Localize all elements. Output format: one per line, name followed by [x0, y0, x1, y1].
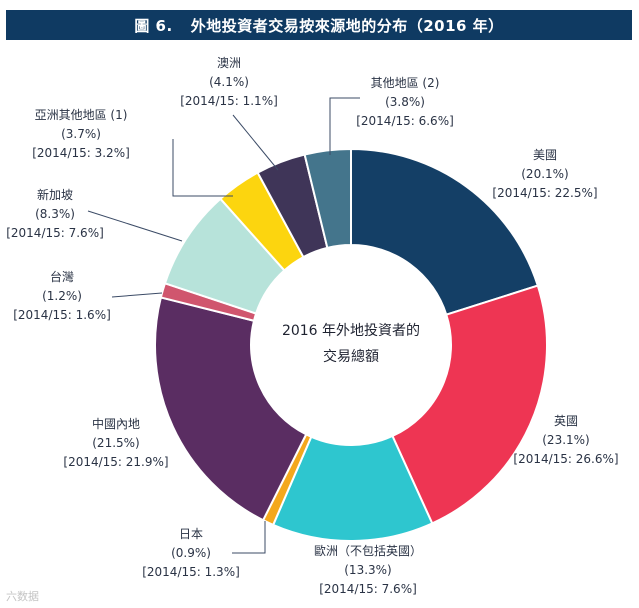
leader-other-regions [329, 97, 360, 155]
center-label-line2: 交易總額 [323, 349, 379, 365]
slice-other-regions [303, 147, 352, 250]
label-europe: 歐洲（不包括英國） (13.3%) [2014/15: 7.6%] [293, 542, 443, 599]
label-taiwan-prev: [2014/15: 1.6%] [13, 308, 111, 322]
leader-japan [232, 521, 266, 554]
label-japan-prev: [2014/15: 1.3%] [142, 565, 240, 579]
label-us-prev: [2014/15: 22.5%] [492, 186, 598, 200]
label-other-asia-value: (3.7%) [61, 127, 101, 141]
label-japan-name: 日本 [178, 527, 203, 541]
label-us: 美國 (20.1%) [2014/15: 22.5%] [470, 146, 620, 203]
label-europe-name: 歐洲（不包括英國） [313, 544, 422, 558]
label-mainland-china-prev: [2014/15: 21.9%] [63, 455, 169, 469]
label-other-asia-prev: [2014/15: 3.2%] [32, 146, 130, 160]
label-mainland-china: 中國內地 (21.5%) [2014/15: 21.9%] [46, 415, 186, 472]
label-mainland-china-name: 中國內地 [91, 417, 140, 431]
label-other-regions: 其他地區 (2) (3.8%) [2014/15: 6.6%] [340, 74, 470, 131]
label-australia: 澳洲 (4.1%) [2014/15: 1.1%] [164, 54, 294, 111]
label-other-regions-name: 其他地區 (2) [370, 76, 440, 90]
leader-singapore [87, 210, 183, 242]
label-japan: 日本 (0.9%) [2014/15: 1.3%] [126, 525, 256, 582]
label-us-name: 美國 [532, 148, 557, 162]
label-taiwan-value: (1.2%) [42, 289, 82, 303]
leader-australia [232, 114, 279, 171]
label-other-regions-prev: [2014/15: 6.6%] [356, 114, 454, 128]
label-other-regions-value: (3.8%) [385, 95, 425, 109]
slice-mainland-china [154, 296, 308, 522]
leader-other-asia [172, 139, 233, 197]
label-australia-name: 澳洲 [216, 56, 241, 70]
center-label-line1: 2016 年外地投資者的 [281, 323, 421, 339]
donut-center-label: 2016 年外地投資者的 交易總額 [246, 318, 456, 370]
label-uk-prev: [2014/15: 26.6%] [513, 452, 619, 466]
slice-uk [391, 284, 548, 525]
label-europe-value: (13.3%) [344, 563, 392, 577]
label-other-asia-name: 亞洲其他地區 (1) [34, 108, 128, 122]
label-singapore: 新加坡 (8.3%) [2014/15: 7.6%] [0, 186, 110, 243]
label-us-value: (20.1%) [521, 167, 569, 181]
label-singapore-prev: [2014/15: 7.6%] [6, 226, 104, 240]
label-japan-value: (0.9%) [171, 546, 211, 560]
figure-title: 外地投資者交易按來源地的分布（2016 年） [190, 16, 504, 35]
label-other-asia: 亞洲其他地區 (1) (3.7%) [2014/15: 3.2%] [16, 106, 146, 163]
label-singapore-name: 新加坡 [36, 188, 73, 202]
label-europe-prev: [2014/15: 7.6%] [319, 582, 417, 596]
label-uk-name: 英國 [553, 414, 578, 428]
label-taiwan: 台灣 (1.2%) [2014/15: 1.6%] [0, 268, 124, 325]
watermark: 六数据 [6, 590, 39, 603]
label-australia-value: (4.1%) [209, 75, 249, 89]
label-singapore-value: (8.3%) [35, 207, 75, 221]
leader-taiwan [111, 292, 163, 298]
slice-us [350, 147, 540, 316]
label-mainland-china-value: (21.5%) [92, 436, 140, 450]
label-uk: 英國 (23.1%) [2014/15: 26.6%] [496, 412, 636, 469]
figure-number: 圖 6. [134, 16, 173, 35]
label-uk-value: (23.1%) [542, 433, 590, 447]
figure-title-bar: 圖 6. 外地投資者交易按來源地的分布（2016 年） [6, 10, 632, 40]
label-taiwan-name: 台灣 [49, 270, 74, 284]
label-australia-prev: [2014/15: 1.1%] [180, 94, 278, 108]
